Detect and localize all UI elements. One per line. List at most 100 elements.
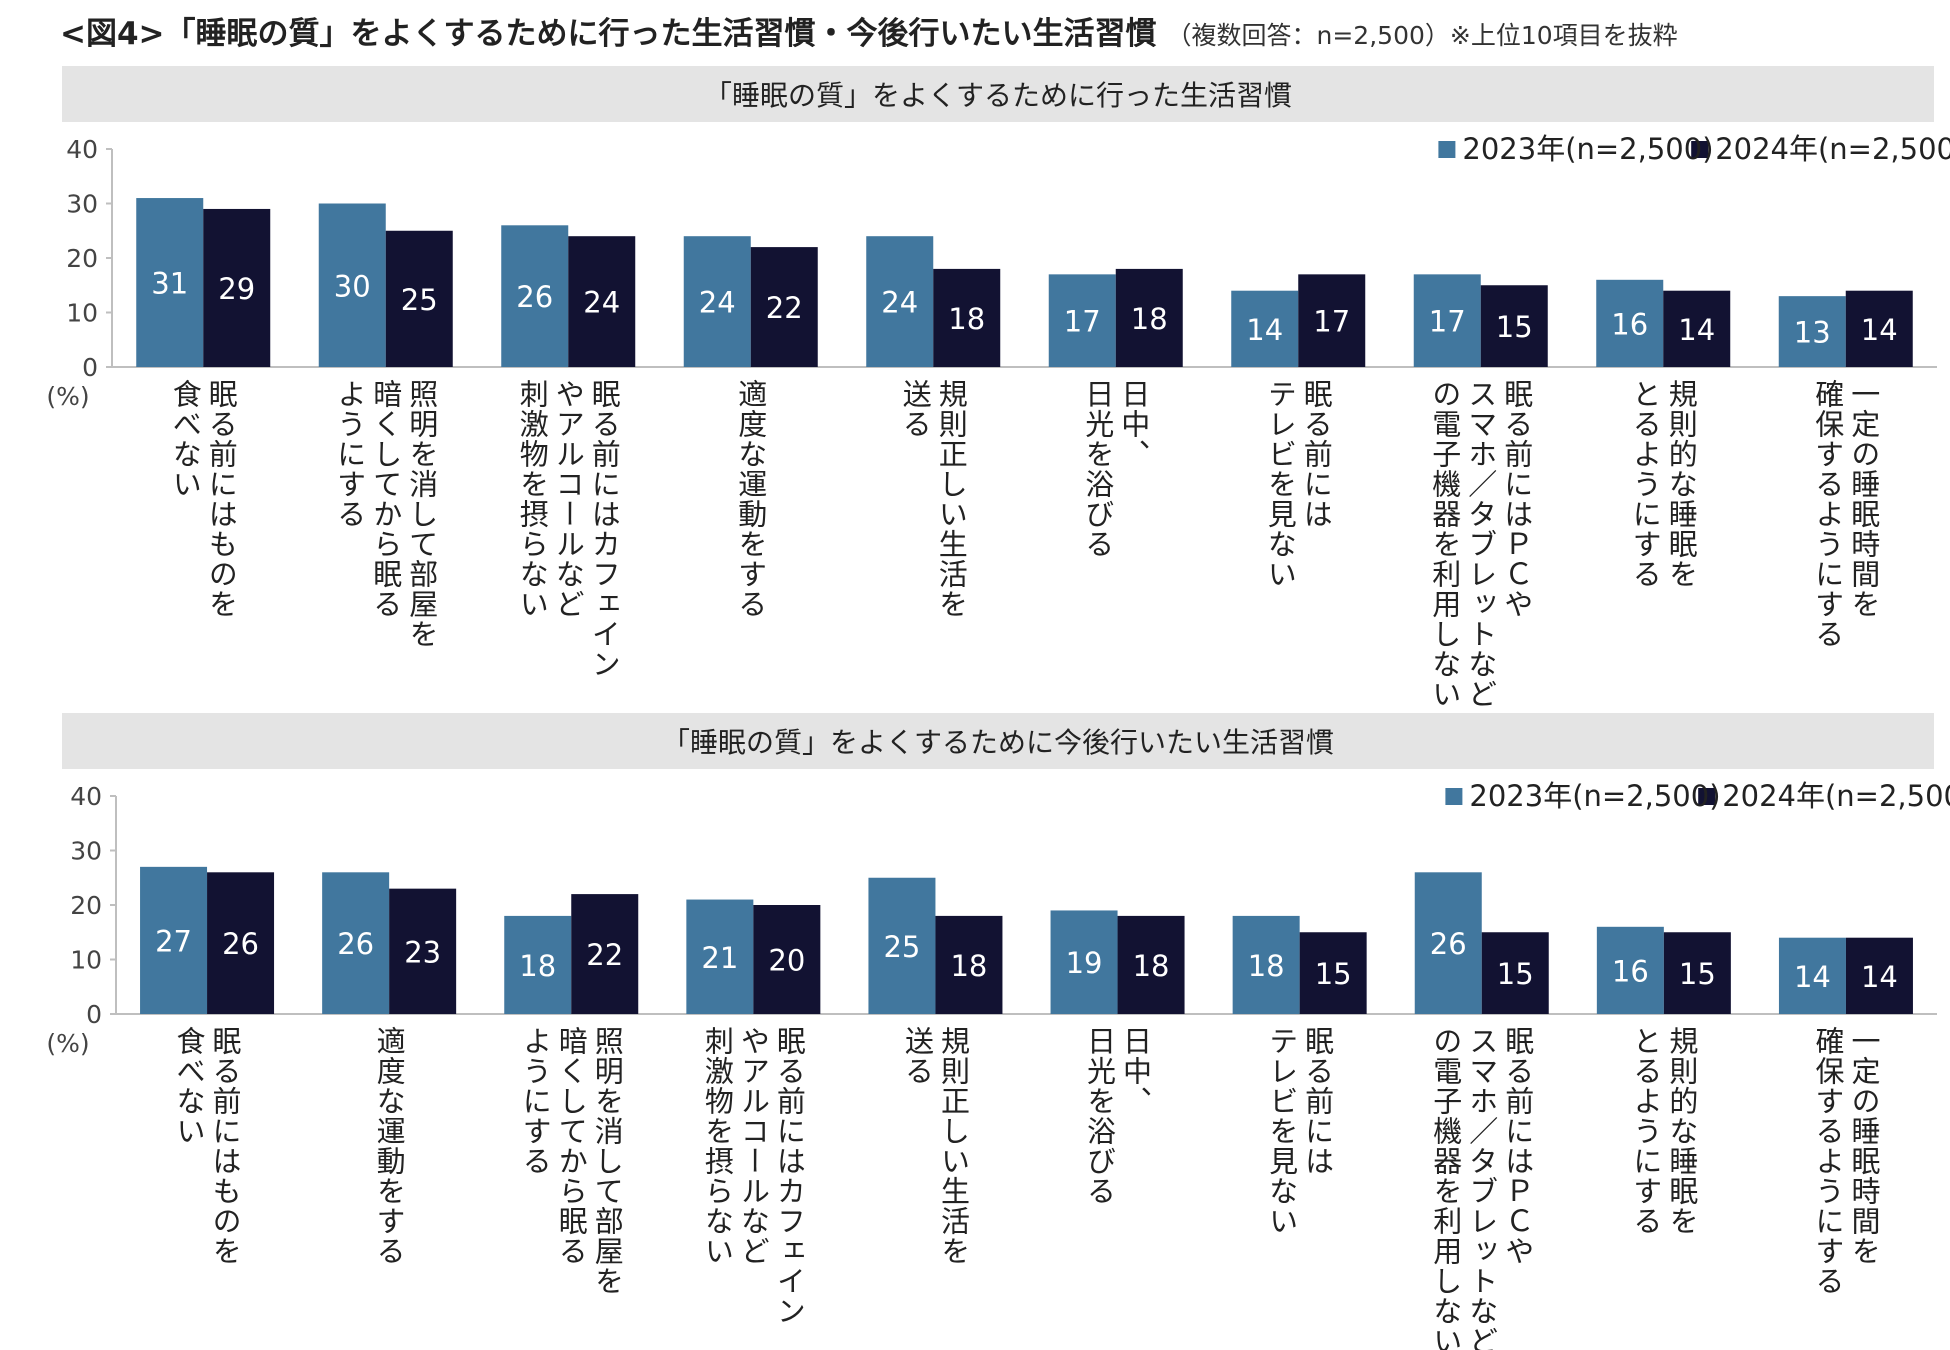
panel-title-done: 「睡眠の質」をよくするために行った生活習慣 <box>62 66 1934 122</box>
x-category-label-line: 一定の睡眠時間を <box>1847 1026 1881 1266</box>
bar-value-label: 21 <box>701 941 738 975</box>
bar-2023 <box>504 915 572 1014</box>
x-category-label-line: 眠る前にはＰＣや <box>1500 379 1534 619</box>
bar-2024 <box>1845 937 1913 1014</box>
x-category-label-line: 規則正しい生活を <box>936 1026 970 1266</box>
bar-value-label: 24 <box>699 286 736 320</box>
bar-2023 <box>1778 937 1846 1014</box>
bar-2023 <box>140 866 208 1014</box>
chart-future-habits: 0 10 20 30 40 (%) 2024年(n=2,500)2023年(n=2,500)… <box>46 779 1950 1350</box>
bar-2023 <box>686 899 754 1014</box>
bar-2023 <box>868 877 936 1014</box>
bar-2023 <box>1231 290 1299 367</box>
bar-2024 <box>568 236 636 367</box>
bar-value-label: 26 <box>337 927 374 961</box>
bar-value-label: 18 <box>950 949 987 983</box>
x-category-label-line: 眠る前にはものを <box>204 379 238 619</box>
x-category-label-line: 規則的な睡眠を <box>1664 379 1698 589</box>
x-category-label-line: の電子機器を利用しない <box>1429 1026 1463 1350</box>
x-category-label-line: 一定の睡眠時間を <box>1847 379 1881 619</box>
x-category-label: 日中、日光を浴びる <box>1081 379 1151 559</box>
bar-value-label: 24 <box>881 286 918 320</box>
y-tick-label: 40 <box>66 135 98 164</box>
x-category-label-line: 眠る前にはカフェイン <box>587 379 621 679</box>
x-category-label-line: 適度な運動をする <box>372 1026 406 1266</box>
bar-2024 <box>1299 932 1367 1014</box>
bar-2023 <box>1596 926 1664 1014</box>
bar-value-label: 18 <box>948 302 985 336</box>
bar-value-label: 18 <box>1248 949 1285 983</box>
bar-value-label: 30 <box>334 269 371 303</box>
x-category-label-line: 日中、 <box>1117 379 1151 469</box>
y-tick-label: 20 <box>66 244 98 273</box>
bar-2023 <box>1050 910 1118 1014</box>
bar-value-label: 23 <box>404 935 441 969</box>
bar-value-label: 17 <box>1064 305 1101 339</box>
y-tick-label: 0 <box>82 353 98 382</box>
bar-2023 <box>501 225 569 367</box>
x-category-label-line: 送る <box>900 1026 934 1086</box>
bar-value-label: 17 <box>1313 305 1350 339</box>
bar-2024 <box>1115 268 1183 367</box>
x-category-label-line: やアルコールなど <box>551 379 585 619</box>
y-tick-label: 10 <box>70 946 102 975</box>
bar-2023 <box>866 236 934 367</box>
x-category-label-line: やアルコールなど <box>736 1026 770 1266</box>
bar-2023 <box>1414 872 1482 1014</box>
bar-2024 <box>935 915 1003 1014</box>
x-category-label: 適度な運動をする <box>372 1026 406 1266</box>
x-category-label-line: スマホ／タブレットなど <box>1465 1026 1499 1350</box>
bar-2024 <box>389 888 457 1014</box>
bar-value-label: 26 <box>1430 927 1467 961</box>
bar-2024 <box>750 247 818 367</box>
bar-value-label: 16 <box>1612 954 1649 988</box>
bar-value-label: 16 <box>1611 307 1648 341</box>
y-tick-label: 30 <box>70 837 102 866</box>
x-category-label-line: 送る <box>898 379 932 439</box>
bar-value-label: 29 <box>218 272 255 306</box>
x-category-label-line: 日光を浴びる <box>1081 379 1115 559</box>
bar-value-label: 14 <box>1861 313 1898 347</box>
x-category-label-line: ようにする <box>333 379 367 529</box>
bar-2024 <box>1845 290 1913 367</box>
x-category-label-line: 眠る前には <box>1299 379 1333 529</box>
y-tick-label: 10 <box>66 299 98 328</box>
bar-value-label: 22 <box>586 938 623 972</box>
bar-value-label: 31 <box>151 267 188 301</box>
bar-value-label: 18 <box>1133 949 1170 983</box>
bar-value-label: 13 <box>1794 316 1831 350</box>
x-category-label-line: の電子機器を利用しない <box>1428 379 1462 709</box>
x-category-label-line: テレビを見ない <box>1265 1026 1299 1236</box>
bar-2024 <box>753 905 821 1014</box>
bar-value-label: 18 <box>1131 302 1168 336</box>
x-category-label-line: 日光を浴びる <box>1083 1026 1117 1206</box>
legend-label-2023: 2023年(n=2,500) <box>1469 779 1720 813</box>
bar-2024 <box>1480 285 1548 367</box>
bar-value-label: 17 <box>1429 305 1466 339</box>
legend-swatch-2023 <box>1445 788 1463 805</box>
x-category-label-line: テレビを見ない <box>1263 379 1297 589</box>
bar-value-label: 15 <box>1496 310 1533 344</box>
x-category-label-line: 規則的な睡眠を <box>1665 1026 1699 1236</box>
bar-value-label: 14 <box>1794 960 1831 994</box>
bar-2024 <box>1663 290 1731 367</box>
legend-label-2023: 2023年(n=2,500) <box>1462 132 1713 166</box>
bar-value-label: 15 <box>1497 957 1534 991</box>
x-category-label-line: 眠る前にはＰＣや <box>1501 1026 1535 1266</box>
x-category-label-line: とるようにする <box>1628 379 1662 589</box>
chart-done-habits: 0 10 20 30 40 (%) 2024年(n=2,500)2023年(n=2,500)… <box>46 132 1950 709</box>
bar-2023 <box>1232 915 1300 1014</box>
x-category-label-line: 刺激物を摂らない <box>515 379 549 619</box>
bar-2023 <box>1413 274 1481 367</box>
x-category-label-line: 暗くしてから眠る <box>554 1026 588 1266</box>
